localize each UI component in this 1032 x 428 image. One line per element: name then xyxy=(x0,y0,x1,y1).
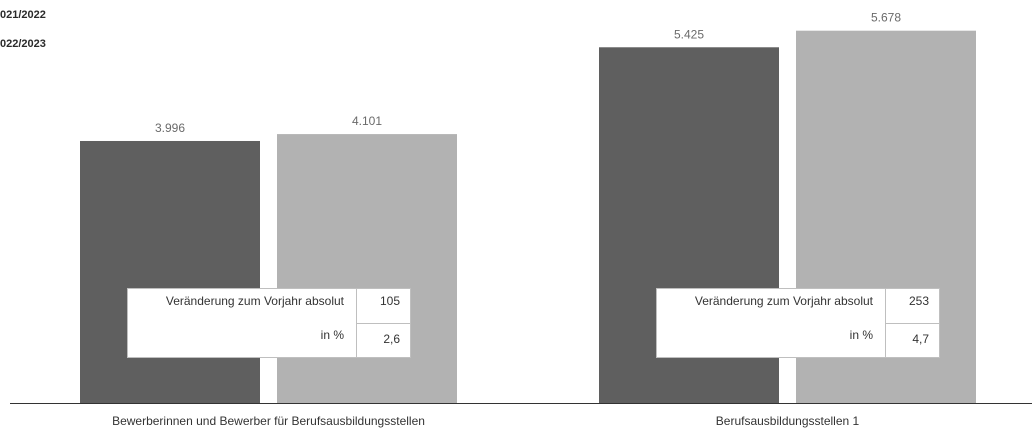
change-percent-label: in % xyxy=(849,328,873,342)
data-label-1-2: 4.101 xyxy=(352,114,382,128)
legend-item-2022-2023: 022/2023 xyxy=(0,38,46,50)
change-box-applicants: Veränderung zum Vorjahr absolut 105 in %… xyxy=(127,288,411,358)
category-label-1: Bewerberinnen und Bewerber für Berufsaus… xyxy=(112,414,425,428)
change-absolute-label: Veränderung zum Vorjahr absolut xyxy=(165,294,344,308)
change-percent-value: 2,6 xyxy=(356,323,410,357)
bar-1-1 xyxy=(80,140,260,403)
change-percent-label: in % xyxy=(320,328,344,342)
legend-item-2021-2022: 021/2022 xyxy=(0,9,46,21)
bar-1-2 xyxy=(277,134,457,404)
change-percent-value: 4,7 xyxy=(885,323,939,357)
data-label-2-2: 5.678 xyxy=(871,11,901,25)
change-absolute-value: 105 xyxy=(356,289,410,323)
change-box-training-positions: Veränderung zum Vorjahr absolut 253 in %… xyxy=(656,288,940,358)
change-absolute-label: Veränderung zum Vorjahr absolut xyxy=(694,294,873,308)
data-label-1-1: 3.996 xyxy=(155,121,185,135)
data-label-2-1: 5.425 xyxy=(674,27,704,41)
category-label-2: Berufsausbildungsstellen 1 xyxy=(716,414,860,428)
change-absolute-value: 253 xyxy=(885,289,939,323)
